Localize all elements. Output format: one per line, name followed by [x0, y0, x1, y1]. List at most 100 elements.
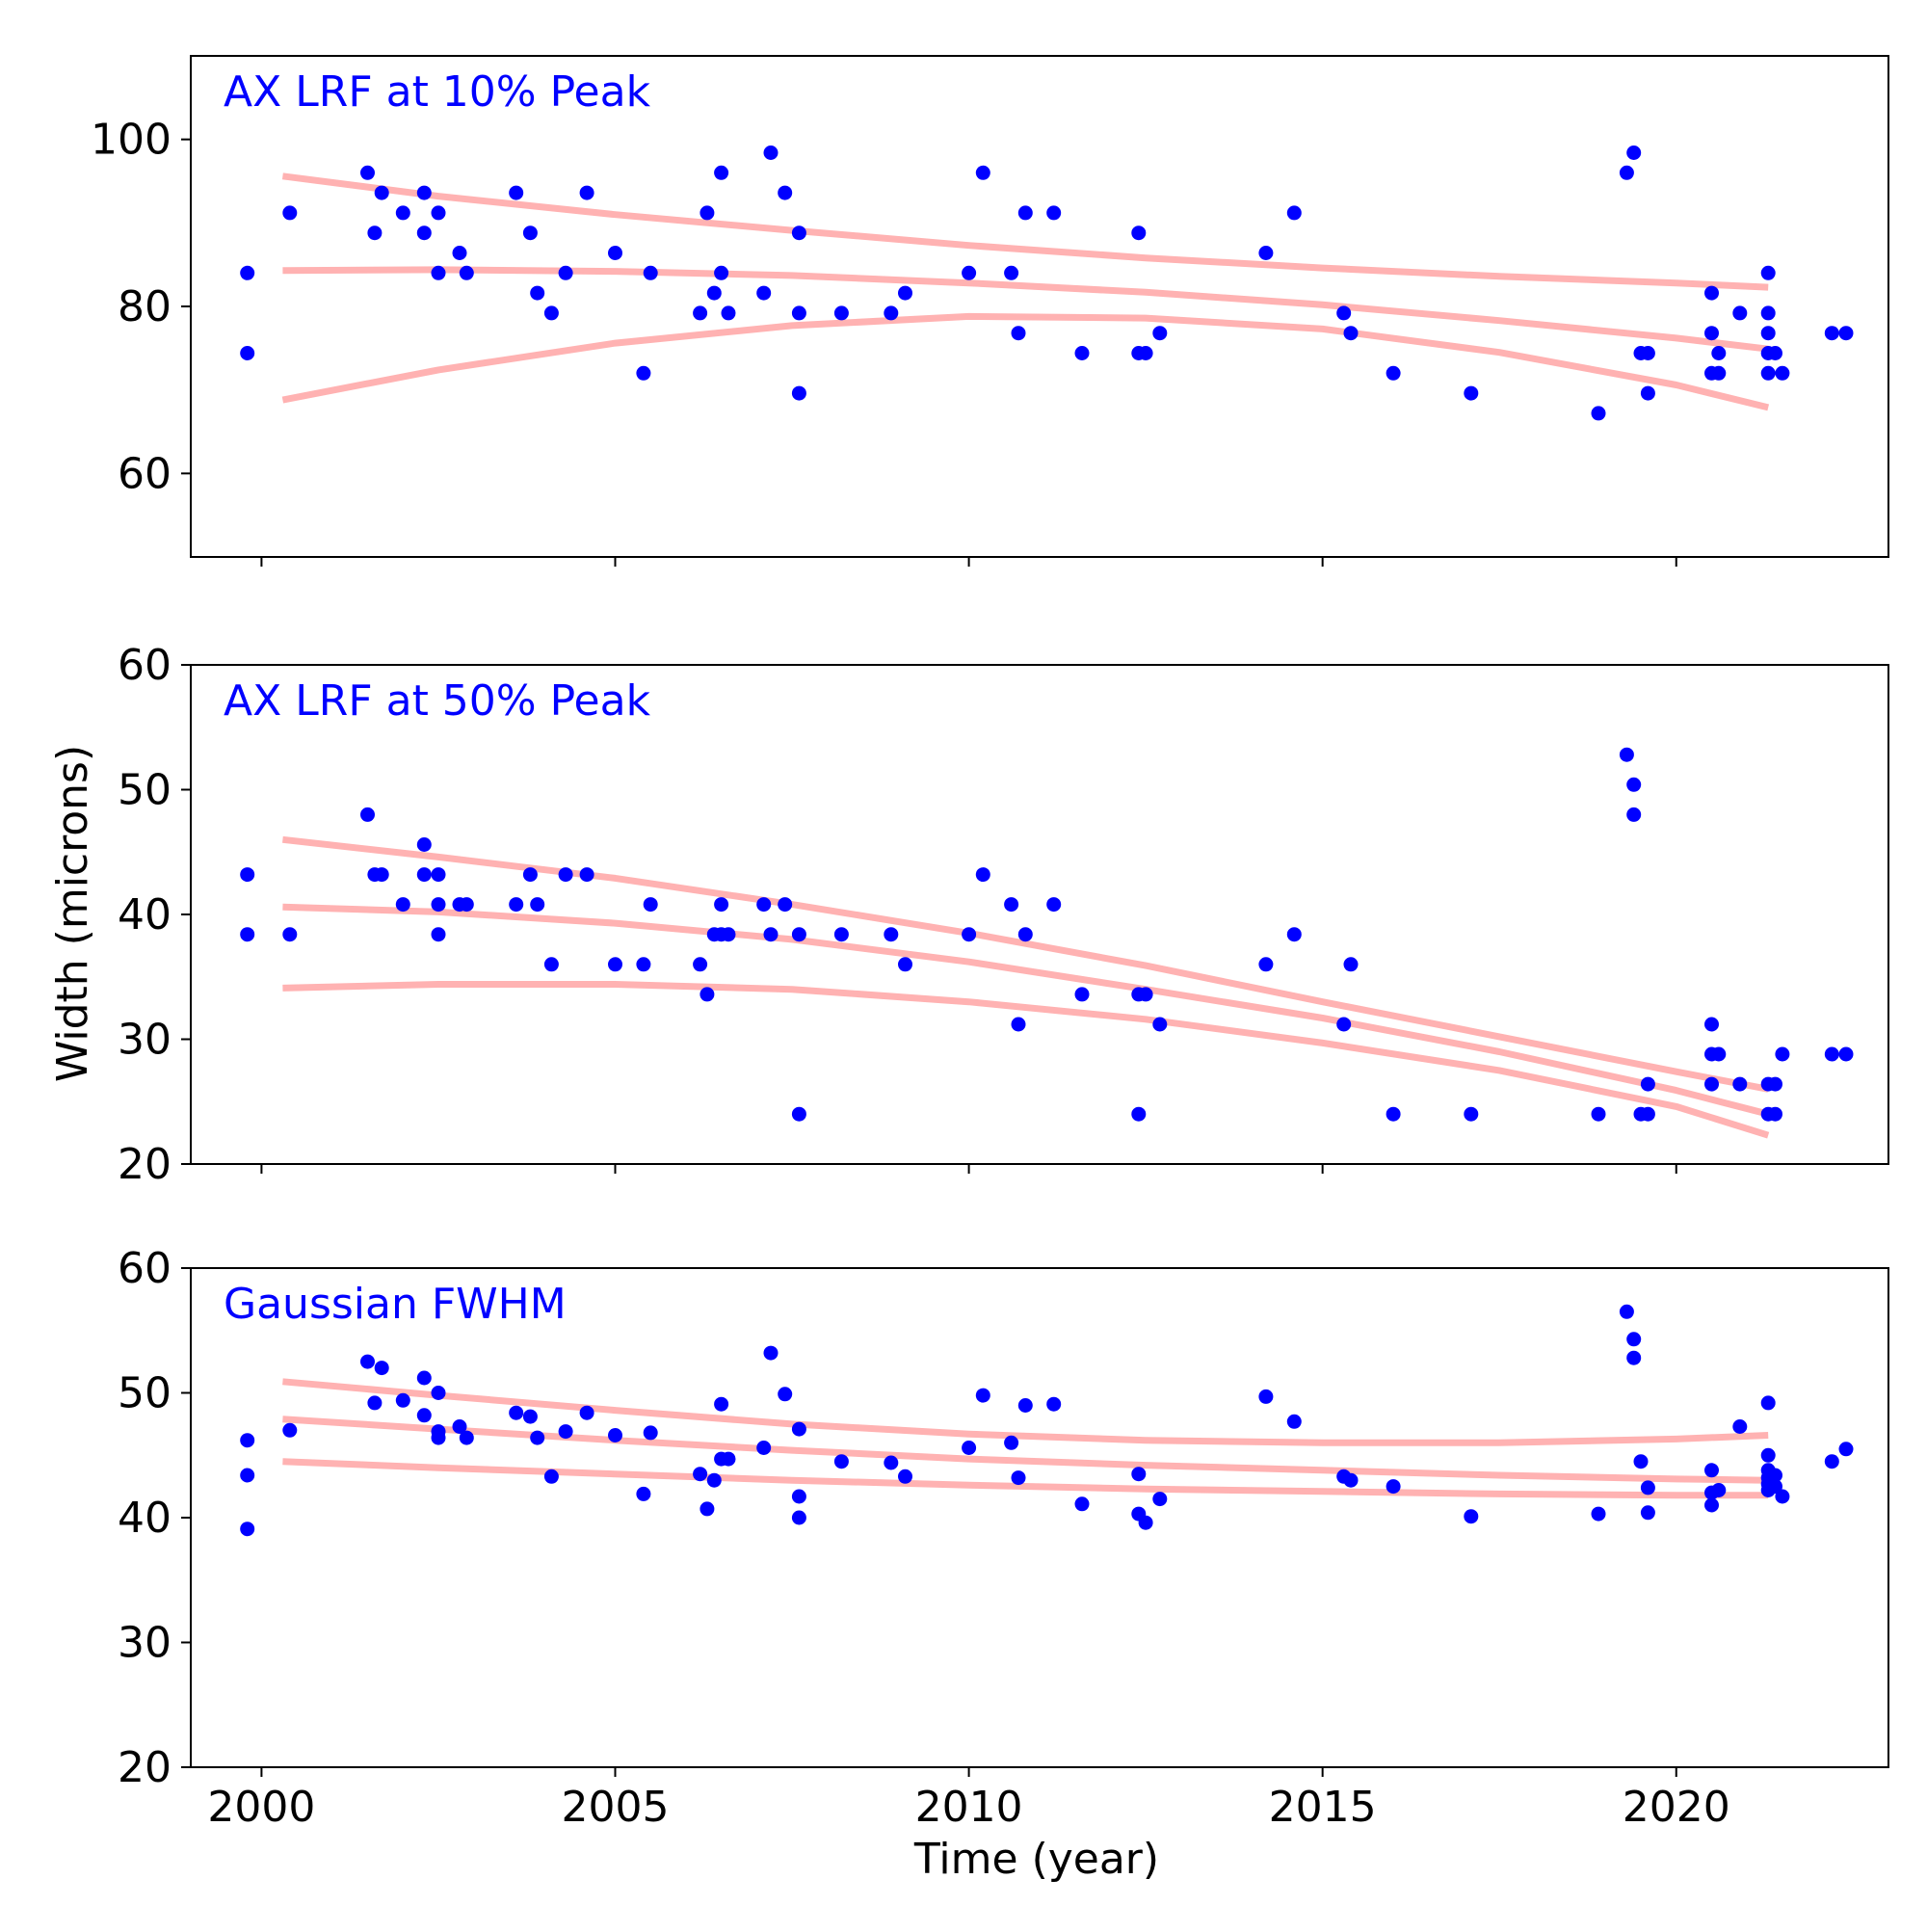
data-point	[898, 285, 912, 301]
y-tick-label: 20	[118, 1743, 172, 1792]
data-point	[530, 897, 545, 913]
data-point	[898, 1469, 912, 1484]
x-tick-label: 2020	[1623, 1783, 1730, 1832]
data-point	[1626, 146, 1642, 160]
data-point	[608, 957, 622, 972]
data-point	[1760, 1395, 1776, 1411]
data-point	[558, 265, 573, 280]
data-point	[1704, 285, 1719, 301]
data-point	[791, 1106, 806, 1122]
fit-line	[282, 981, 1770, 1139]
data-point	[962, 1441, 977, 1455]
data-point	[791, 225, 806, 241]
data-point	[1626, 777, 1642, 792]
data-point	[1138, 987, 1153, 1002]
data-point	[360, 807, 375, 822]
data-point	[700, 1501, 715, 1517]
data-point	[1640, 1480, 1655, 1495]
data-point	[579, 867, 594, 883]
data-point	[240, 1433, 255, 1448]
data-point	[1711, 346, 1727, 360]
data-point	[1768, 1076, 1782, 1092]
data-point	[431, 897, 446, 913]
data-point	[791, 305, 806, 321]
data-point	[898, 957, 912, 972]
data-point	[1017, 1398, 1033, 1413]
data-point	[1704, 1017, 1719, 1032]
data-point	[1046, 897, 1062, 913]
data-point	[1336, 305, 1352, 321]
data-point	[1591, 1506, 1606, 1522]
panel-title: Gaussian FWHM	[224, 1280, 567, 1329]
data-point	[1633, 1454, 1649, 1469]
data-point	[1343, 1472, 1359, 1488]
data-point	[416, 1370, 432, 1386]
data-point	[1343, 326, 1359, 341]
data-point	[1640, 346, 1655, 360]
data-point	[416, 867, 432, 883]
data-point	[1711, 1483, 1727, 1497]
data-point	[1386, 365, 1401, 381]
data-point	[778, 897, 793, 913]
data-point	[693, 305, 708, 321]
data-point	[608, 1428, 622, 1442]
data-point	[1640, 1505, 1655, 1521]
data-point	[522, 867, 538, 883]
data-point	[1838, 326, 1854, 341]
data-point	[1760, 265, 1776, 280]
panel-2: 20 30 40 50 60 AX LRF at 50% Peak	[118, 641, 1889, 1189]
data-point	[1640, 385, 1655, 401]
data-point	[1152, 326, 1168, 341]
data-point	[643, 897, 658, 913]
data-point	[1619, 747, 1634, 762]
data-point	[643, 265, 658, 280]
data-point	[1074, 1496, 1090, 1512]
data-point	[756, 1441, 772, 1455]
data-point	[416, 837, 432, 852]
fit-line	[281, 172, 1769, 291]
data-point	[1838, 1442, 1854, 1457]
data-point	[1074, 987, 1090, 1002]
data-point	[763, 1345, 779, 1361]
data-point	[1131, 1467, 1147, 1482]
data-point	[1286, 927, 1302, 942]
data-point	[1004, 897, 1019, 913]
data-point	[1343, 957, 1359, 972]
data-point	[1004, 1435, 1019, 1450]
data-point	[791, 927, 806, 942]
data-point	[522, 225, 538, 241]
data-point	[1286, 205, 1302, 221]
x-axis-label: Time (year)	[913, 1835, 1159, 1884]
data-point	[1626, 1332, 1642, 1347]
data-point	[1704, 1497, 1719, 1513]
data-point	[1131, 225, 1147, 241]
fit-line	[282, 1378, 1769, 1446]
y-tick-label: 60	[118, 1244, 172, 1293]
data-point	[240, 346, 255, 360]
data-point	[1464, 1509, 1479, 1524]
data-point	[431, 205, 446, 221]
data-point	[833, 1454, 849, 1469]
y-tick-label: 80	[118, 282, 172, 331]
data-point	[791, 1421, 806, 1437]
data-point	[282, 1422, 298, 1438]
data-point	[1824, 1454, 1839, 1469]
data-point	[756, 285, 772, 301]
data-point	[240, 265, 255, 280]
data-point	[833, 305, 849, 321]
x-tick-label: 2005	[562, 1783, 670, 1832]
data-point	[778, 185, 793, 200]
fit-line	[282, 835, 1769, 1093]
data-point	[1011, 1470, 1026, 1486]
data-point	[1824, 1046, 1839, 1062]
data-point	[643, 1425, 658, 1441]
data-point	[833, 927, 849, 942]
data-point	[1011, 326, 1026, 341]
data-point	[1464, 385, 1479, 401]
data-point	[1004, 265, 1019, 280]
data-point	[1619, 1304, 1634, 1319]
data-point	[558, 867, 573, 883]
data-point	[1768, 1106, 1782, 1122]
